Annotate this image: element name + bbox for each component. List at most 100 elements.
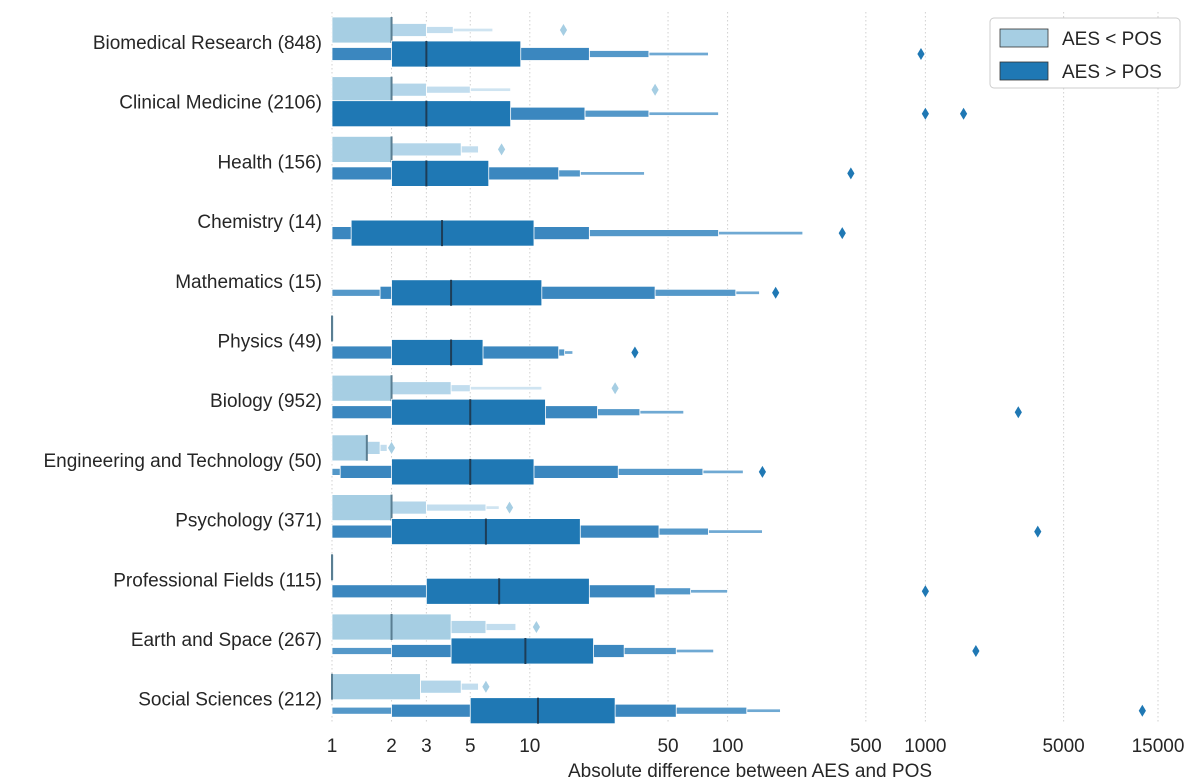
legend-label-aes-less: AES < POS bbox=[1062, 29, 1162, 50]
category-label-chemistry: Chemistry (14) bbox=[197, 212, 322, 233]
category-label-engineering-and-technology: Engineering and Technology (50) bbox=[43, 451, 322, 472]
box-aes-greater-physics-level-3 bbox=[558, 348, 566, 357]
box-aes-greater-earth-and-space-level-4 bbox=[675, 648, 715, 654]
legend: AES < POS AES > POS bbox=[989, 17, 1181, 89]
x-tick-label: 2 bbox=[386, 736, 397, 757]
outlier-aes-greater-health bbox=[847, 167, 855, 180]
box-aes-less-psychology-level-4 bbox=[485, 505, 500, 510]
category-labels: Biomedical Research (848) Clinical Medici… bbox=[43, 33, 322, 711]
box-aes-less-psychology-level-3 bbox=[425, 503, 487, 512]
box-aes-greater-clinical-medicine-level-3 bbox=[584, 109, 650, 118]
box-aes-less-health-level-2 bbox=[391, 142, 462, 157]
box-aes-greater-physics-level-1 bbox=[391, 339, 484, 366]
legend-swatch-aes-greater bbox=[999, 61, 1049, 81]
outlier-aes-greater-social-sciences bbox=[1138, 704, 1146, 717]
category-label-biomedical-research: Biomedical Research (848) bbox=[93, 33, 322, 54]
outlier-aes-greater-professional-fields bbox=[921, 585, 929, 598]
outlier-aes-greater-biology bbox=[1014, 406, 1022, 419]
category-label-health: Health (156) bbox=[217, 152, 322, 173]
box-aes-less-social-sciences-level-3 bbox=[460, 682, 479, 691]
outlier-aes-less-earth-and-space bbox=[532, 621, 541, 633]
box-aes-greater-chemistry-level-4 bbox=[718, 230, 804, 236]
box-aes-greater-health-level-4 bbox=[579, 171, 645, 176]
box-aes-greater-social-sciences-level-4 bbox=[746, 708, 781, 713]
category-label-earth-and-space: Earth and Space (267) bbox=[131, 630, 322, 651]
box-aes-less-engineering-and-technology-level-3 bbox=[379, 443, 388, 452]
x-tick-label: 3 bbox=[421, 736, 432, 757]
box-aes-less-earth-and-space-level-2 bbox=[450, 620, 487, 634]
outlier-aes-greater-clinical-medicine bbox=[921, 107, 929, 120]
box-aes-less-clinical-medicine-level-4 bbox=[469, 87, 512, 92]
box-aes-greater-biology-level-1 bbox=[391, 398, 546, 426]
category-label-biology: Biology (952) bbox=[210, 391, 322, 412]
box-aes-greater-biomedical-research-level-1 bbox=[391, 40, 522, 68]
x-tick-label: 1000 bbox=[904, 736, 946, 757]
box-aes-greater-engineering-and-technology-level-4 bbox=[702, 469, 744, 475]
outlier-aes-less-health bbox=[497, 143, 506, 156]
box-aes-greater-earth-and-space-level-1 bbox=[450, 637, 594, 665]
box-aes-less-biomedical-research-level-3 bbox=[425, 26, 454, 34]
box-aes-less-clinical-medicine-level-3 bbox=[425, 85, 471, 94]
plot-area bbox=[331, 16, 1146, 725]
outlier-aes-less-engineering-and-technology bbox=[387, 441, 396, 454]
legend-label-aes-greater: AES > POS bbox=[1062, 62, 1162, 83]
outlier-aes-greater-biomedical-research bbox=[917, 48, 925, 60]
x-tick-label: 15000 bbox=[1132, 736, 1185, 757]
category-label-psychology: Psychology (371) bbox=[175, 511, 322, 532]
outlier-aes-less-social-sciences bbox=[482, 680, 490, 693]
box-aes-less-biology-level-4 bbox=[469, 386, 543, 391]
box-aes-less-biology-level-2 bbox=[391, 381, 452, 396]
box-aes-less-health-level-3 bbox=[460, 145, 479, 154]
x-axis-title: Absolute difference between AES and POS bbox=[568, 761, 932, 781]
box-aes-less-clinical-medicine-level-1 bbox=[331, 76, 392, 104]
box-aes-less-social-sciences-level-2 bbox=[420, 679, 462, 694]
box-aes-less-health-level-1 bbox=[331, 135, 392, 163]
box-aes-less-psychology-level-1 bbox=[331, 494, 392, 522]
outlier-aes-greater-chemistry bbox=[838, 227, 846, 240]
outlier-aes-greater-mathematics bbox=[772, 286, 780, 299]
outlier-aes-greater-engineering-and-technology bbox=[758, 465, 767, 478]
outlier-aes-greater-psychology bbox=[1034, 525, 1042, 538]
x-tick-label: 5000 bbox=[1042, 736, 1084, 757]
box-aes-less-engineering-and-technology-level-1 bbox=[331, 434, 368, 462]
x-tick-label: 50 bbox=[657, 736, 678, 757]
box-aes-greater-engineering-and-technology-level-1 bbox=[391, 458, 535, 486]
category-label-physics: Physics (49) bbox=[217, 332, 322, 353]
box-aes-greater-clinical-medicine-level-2 bbox=[510, 106, 586, 121]
box-aes-less-engineering-and-technology-level-2 bbox=[366, 440, 381, 455]
box-aes-greater-clinical-medicine-level-1 bbox=[331, 100, 512, 128]
box-aes-greater-biology-level-3 bbox=[597, 408, 641, 417]
category-label-professional-fields: Professional Fields (115) bbox=[113, 570, 322, 591]
box-aes-greater-health-level-3 bbox=[558, 169, 581, 178]
box-aes-greater-health-level-1 bbox=[391, 159, 490, 187]
outlier-aes-less-psychology bbox=[505, 501, 514, 514]
x-tick-label: 500 bbox=[850, 736, 882, 757]
outlier-aes-greater-earth-and-space bbox=[972, 645, 980, 657]
legend-swatch-aes-less bbox=[999, 28, 1049, 48]
box-aes-greater-psychology-level-4 bbox=[708, 529, 763, 534]
box-aes-greater-psychology-level-3 bbox=[658, 527, 709, 536]
x-tick-label: 100 bbox=[712, 736, 744, 757]
box-aes-greater-biomedical-research-level-4 bbox=[648, 51, 709, 57]
outlier-aes-less-biomedical-research bbox=[559, 24, 568, 36]
box-aes-greater-social-sciences-level-1 bbox=[469, 697, 616, 725]
box-aes-less-earth-and-space-level-3 bbox=[485, 623, 517, 631]
box-aes-less-clinical-medicine-level-2 bbox=[391, 82, 427, 97]
box-aes-greater-clinical-medicine-level-4 bbox=[648, 111, 719, 116]
box-aes-less-biomedical-research-level-2 bbox=[391, 23, 427, 37]
box-aes-greater-mathematics-level-1 bbox=[391, 279, 543, 307]
outlier-aes-greater-physics bbox=[631, 346, 639, 359]
box-aes-less-biology-level-1 bbox=[331, 374, 392, 402]
box-aes-greater-professional-fields-level-1 bbox=[425, 577, 590, 605]
box-aes-greater-biomedical-research-level-3 bbox=[588, 50, 650, 58]
box-aes-greater-professional-fields-level-3 bbox=[654, 587, 691, 596]
outlier-aes-less-biology bbox=[611, 382, 619, 395]
box-aes-less-biomedical-research-level-1 bbox=[331, 16, 392, 44]
box-aes-greater-professional-fields-level-4 bbox=[690, 589, 728, 594]
x-tick-label: 10 bbox=[519, 736, 540, 757]
box-aes-less-social-sciences-level-1 bbox=[331, 673, 421, 701]
x-tick-label: 1 bbox=[327, 736, 338, 757]
category-label-clinical-medicine: Clinical Medicine (2106) bbox=[119, 93, 322, 114]
box-aes-less-biology-level-3 bbox=[450, 384, 471, 393]
